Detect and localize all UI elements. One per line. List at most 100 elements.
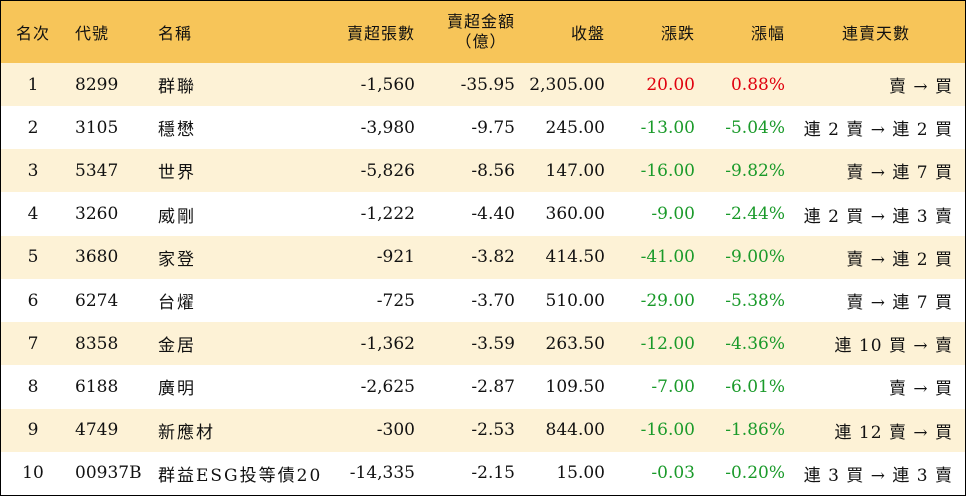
row-code: 3680 [75, 247, 119, 268]
row-change: -0.03 [651, 463, 695, 484]
header-change: 漲跌 [660, 24, 695, 43]
row-rank: 5 [27, 247, 39, 268]
row-net-sell-volume: -1,362 [360, 333, 415, 354]
row-close: 263.50 [545, 333, 605, 354]
row-code: 8358 [75, 333, 119, 354]
row-net-sell-volume: -725 [376, 290, 415, 311]
row-net-sell-amount: -8.56 [471, 160, 515, 181]
row-code: 6274 [75, 290, 119, 311]
row-net-sell-volume: -1,222 [360, 204, 415, 225]
row-close: 844.00 [545, 420, 605, 441]
row-consecutive-days: 連 2 買 → 連 3 賣 [803, 206, 953, 227]
row-name: 穩懋 [158, 120, 196, 141]
row-consecutive-days: 連 12 賣 → 買 [834, 422, 953, 443]
row-rank: 4 [27, 204, 39, 225]
table-header: 名次 代號 名稱 賣超張數 賣超金額 （億） 收盤 漲跌 漲幅 連賣天數 [1, 1, 965, 63]
row-rank: 1 [27, 74, 39, 95]
row-name: 威剛 [158, 206, 196, 227]
row-change: -41.00 [640, 247, 695, 268]
row-close: 360.00 [545, 204, 605, 225]
row-rank: 3 [27, 160, 39, 181]
row-consecutive-days: 賣 → 連 2 買 [846, 249, 953, 270]
row-rank: 8 [27, 376, 39, 397]
row-code: 3260 [75, 204, 119, 225]
row-code: 3105 [75, 117, 119, 138]
row-change-pct: 0.88% [730, 74, 785, 95]
row-change-pct: -6.01% [725, 376, 785, 397]
row-change: -16.00 [640, 160, 695, 181]
row-change: -7.00 [651, 376, 695, 397]
row-change-pct: -9.00% [725, 247, 785, 268]
table-row: 10 00937B 群益ESG投等債20 -14,335 -2.15 15.00 -0.03… [1, 451, 965, 495]
header-close: 收盤 [570, 24, 605, 43]
row-net-sell-amount: -4.40 [471, 204, 515, 225]
row-rank: 9 [27, 420, 39, 441]
row-change-pct: -5.38% [725, 290, 785, 311]
row-change: 20.00 [646, 74, 695, 95]
row-name: 世界 [158, 163, 196, 184]
row-close: 414.50 [545, 247, 605, 268]
header-net-sell-amount-line2: （億） [455, 32, 507, 51]
header-code: 代號 [75, 24, 110, 43]
header-net-sell-amount: 賣超金額 （億） [425, 1, 515, 63]
row-close: 2,305.00 [529, 74, 605, 95]
table-row: 9 4749 新應材 -300 -2.53 844.00 -16.00 -1.86% 連 12 … [1, 408, 965, 452]
row-code: 5347 [75, 160, 119, 181]
row-close: 15.00 [556, 463, 605, 484]
table-row: 8 6188 廣明 -2,625 -2.87 109.50 -7.00 -6.01% 賣 → 買 [1, 365, 965, 409]
table-row: 7 8358 金居 -1,362 -3.59 263.50 -12.00 -4.36% 連 10… [1, 322, 965, 366]
row-name: 金居 [158, 336, 196, 357]
row-net-sell-volume: -3,980 [360, 117, 415, 138]
header-rank: 名次 [15, 24, 50, 43]
row-consecutive-days: 賣 → 連 7 買 [846, 163, 953, 184]
row-change: -16.00 [640, 420, 695, 441]
row-consecutive-days: 賣 → 買 [888, 77, 953, 97]
table-row: 1 8299 群聯 -1,560 -35.95 2,305.00 20.00 0.88% 賣 →… [1, 63, 965, 106]
row-code: 00937B [75, 463, 142, 484]
table-row: 3 5347 世界 -5,826 -8.56 147.00 -16.00 -9.82% 賣 → … [1, 149, 965, 193]
row-name: 廣明 [158, 379, 196, 400]
row-code: 8299 [75, 74, 119, 95]
row-close: 109.50 [545, 376, 605, 397]
row-name: 群聯 [158, 77, 196, 97]
row-change-pct: -1.86% [725, 420, 785, 441]
row-net-sell-amount: -2.87 [471, 376, 515, 397]
table-row: 2 3105 穩懋 -3,980 -9.75 245.00 -13.00 -5.04% 連 2 … [1, 106, 965, 150]
row-net-sell-volume: -300 [376, 420, 415, 441]
row-code: 6188 [75, 376, 119, 397]
row-rank: 6 [27, 290, 39, 311]
row-close: 510.00 [545, 290, 605, 311]
row-consecutive-days: 連 10 買 → 賣 [834, 336, 953, 357]
row-net-sell-amount: -3.70 [471, 290, 515, 311]
row-name: 新應材 [158, 422, 215, 443]
row-code: 4749 [75, 420, 119, 441]
row-rank: 2 [27, 117, 39, 138]
row-net-sell-amount: -9.75 [471, 117, 515, 138]
row-consecutive-days: 連 3 買 → 連 3 賣 [803, 465, 953, 486]
row-close: 245.00 [545, 117, 605, 138]
row-net-sell-amount: -3.82 [471, 247, 515, 268]
row-net-sell-volume: -14,335 [349, 463, 415, 484]
row-change: -29.00 [640, 290, 695, 311]
row-net-sell-volume: -1,560 [360, 74, 415, 95]
row-net-sell-volume: -921 [376, 247, 415, 268]
row-net-sell-amount: -35.95 [460, 74, 515, 95]
row-consecutive-days: 賣 → 買 [888, 379, 953, 400]
header-name: 名稱 [158, 24, 193, 43]
header-consecutive-days: 連賣天數 [841, 24, 910, 43]
row-change-pct: -2.44% [725, 204, 785, 225]
row-change: -9.00 [651, 204, 695, 225]
table-row: 4 3260 威剛 -1,222 -4.40 360.00 -9.00 -2.44% 連 2 買… [1, 192, 965, 236]
row-net-sell-volume: -5,826 [360, 160, 415, 181]
row-consecutive-days: 賣 → 連 7 買 [846, 293, 953, 313]
table-row: 5 3680 家登 -921 -3.82 414.50 -41.00 -9.00% 賣 → 連 … [1, 235, 965, 279]
row-name: 家登 [158, 249, 196, 270]
row-net-sell-volume: -2,625 [360, 376, 415, 397]
row-rank: 10 [22, 463, 44, 484]
row-change-pct: -5.04% [725, 117, 785, 138]
row-net-sell-amount: -3.59 [471, 333, 515, 354]
row-consecutive-days: 連 2 賣 → 連 2 買 [803, 120, 953, 141]
row-close: 147.00 [545, 160, 605, 181]
row-rank: 7 [27, 333, 39, 354]
header-net-sell-amount-line1: 賣超金額 [446, 12, 515, 31]
